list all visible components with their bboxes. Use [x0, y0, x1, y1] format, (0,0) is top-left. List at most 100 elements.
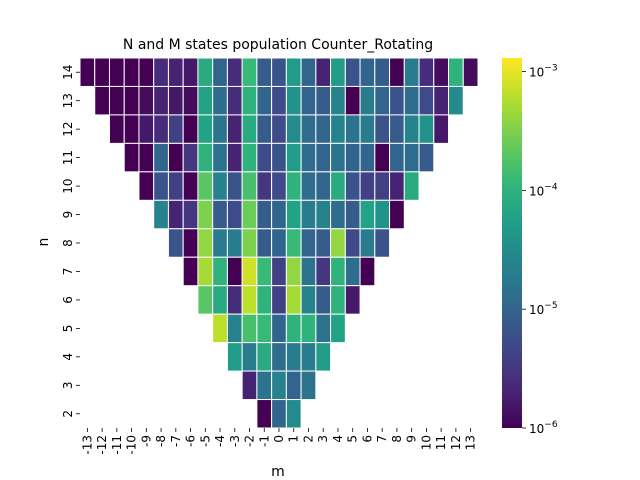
heatmap-cell	[226, 285, 243, 315]
heatmap-cell	[271, 256, 287, 287]
x-tick-label: 11	[434, 435, 448, 450]
y-tick-label: 14	[61, 65, 75, 80]
heatmap-cell	[212, 171, 228, 201]
heatmap-cell	[389, 199, 405, 230]
heatmap-cell	[197, 114, 214, 144]
heatmap-cell	[403, 85, 420, 116]
heatmap-cell	[153, 171, 169, 201]
heatmap-cell	[138, 114, 155, 144]
heatmap-cell	[389, 142, 405, 173]
heatmap-cell	[285, 114, 302, 144]
heatmap-cell	[94, 85, 110, 116]
heatmap-cell	[271, 85, 287, 116]
heatmap-cell	[182, 57, 199, 87]
heatmap-cell	[300, 228, 317, 258]
heatmap-cell	[256, 399, 273, 429]
heatmap-cell	[226, 142, 243, 173]
x-tick-label: 1	[287, 435, 301, 443]
x-tick-label: -2	[243, 435, 257, 447]
heatmap-cell	[344, 57, 361, 87]
heatmap-cell	[212, 256, 228, 287]
heatmap-cell	[330, 256, 346, 287]
x-tick-label: 4	[331, 435, 345, 443]
heatmap-cell	[359, 171, 376, 201]
heatmap-cell	[359, 142, 376, 173]
heatmap-cell	[330, 171, 346, 201]
x-tick-label: -12	[95, 435, 109, 455]
heatmap-cell	[256, 57, 273, 87]
heatmap-cell	[315, 114, 332, 144]
heatmap-cell	[285, 85, 302, 116]
colorbar-ticks: 10−6 10−5 10−4 10−3	[522, 64, 558, 436]
heatmap-cell	[271, 228, 287, 258]
heatmap-cell	[403, 114, 420, 144]
heatmap-cell	[300, 285, 317, 315]
y-tick-label: 8	[61, 239, 75, 247]
heatmap-cell	[167, 57, 184, 87]
heatmap-cell	[315, 85, 332, 116]
heatmap-cell	[300, 370, 317, 401]
heatmap-cell	[241, 171, 258, 201]
heatmap-cell	[108, 114, 125, 144]
heatmap-cell	[285, 171, 302, 201]
heatmap-cell	[241, 228, 258, 258]
heatmap-cell	[344, 256, 361, 287]
heatmap-cell	[433, 57, 450, 87]
x-tick-label: -9	[139, 435, 153, 447]
x-tick-label: 2	[301, 435, 315, 443]
heatmap-cell	[123, 114, 140, 144]
heatmap-cell	[226, 85, 243, 116]
heatmap-cell	[256, 313, 273, 344]
heatmap-cell	[285, 313, 302, 344]
heatmap-cell	[271, 114, 287, 144]
heatmap-cell	[315, 142, 332, 173]
heatmap-cell	[256, 199, 273, 230]
y-tick-label: 10	[61, 178, 75, 193]
heatmap-cell	[226, 114, 243, 144]
heatmap-cell	[197, 256, 214, 287]
heatmap-cell	[256, 85, 273, 116]
heatmap-cell	[241, 114, 258, 144]
heatmap-cell	[344, 85, 361, 116]
heatmap-cell	[256, 370, 273, 401]
heatmap-cell	[300, 342, 317, 372]
heatmap-cell	[271, 57, 287, 87]
heatmap-cell	[182, 142, 199, 173]
heatmap-cell	[374, 199, 391, 230]
heatmap-cell	[330, 57, 346, 87]
heatmap-cell	[212, 142, 228, 173]
heatmap-cell	[271, 399, 287, 429]
heatmap-cell	[285, 256, 302, 287]
x-axis-label: m	[271, 464, 285, 480]
heatmap-cell	[330, 285, 346, 315]
heatmap-cell	[330, 142, 346, 173]
y-tick-label: 11	[61, 150, 75, 165]
x-tick-label: -3	[228, 435, 242, 447]
heatmap-cell	[374, 171, 391, 201]
y-tick-label: 12	[61, 122, 75, 137]
x-tick-label: -11	[110, 435, 124, 455]
heatmap-cells	[79, 57, 479, 429]
heatmap-cell	[315, 171, 332, 201]
y-tick-label: 2	[61, 410, 75, 418]
heatmap-cell	[330, 228, 346, 258]
heatmap-cell	[271, 285, 287, 315]
heatmap-cell	[197, 85, 214, 116]
heatmap-cell	[271, 313, 287, 344]
y-tick-label: 7	[61, 268, 75, 276]
heatmap-cell	[197, 171, 214, 201]
heatmap-cell	[182, 85, 199, 116]
heatmap-cell	[315, 342, 332, 372]
heatmap-cell	[374, 57, 391, 87]
y-tick-label: 5	[61, 325, 75, 333]
x-tick-label: 12	[449, 435, 463, 450]
heatmap-cell	[389, 57, 405, 87]
x-tick-label: -1	[257, 435, 271, 447]
heatmap-cell	[300, 57, 317, 87]
heatmap-cell	[271, 142, 287, 173]
heatmap-cell	[241, 142, 258, 173]
heatmap-cell	[374, 114, 391, 144]
heatmap-cell	[300, 313, 317, 344]
heatmap-cell	[138, 57, 155, 87]
x-tick-label: 6	[360, 435, 374, 443]
